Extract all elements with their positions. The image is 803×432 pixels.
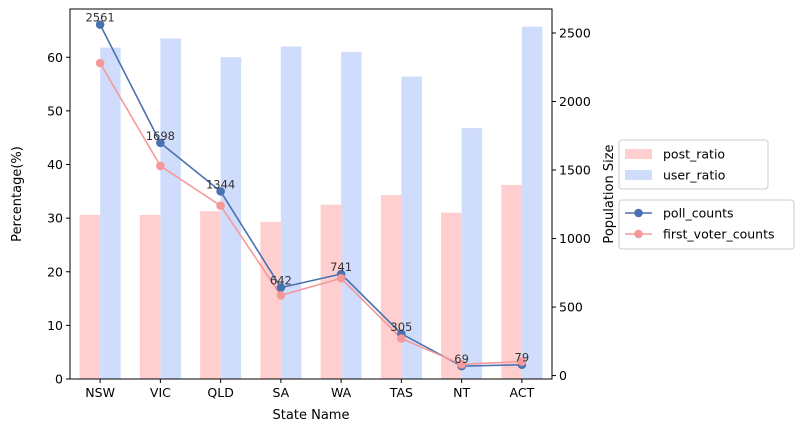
legend-frame	[618, 199, 795, 250]
y-left-tick-label-20: 20	[47, 264, 63, 279]
bars-layer	[79, 26, 543, 380]
y-axis-right: 0 500 1000 1500 2000 2500	[552, 25, 591, 383]
x-tick-label-SA: SA	[273, 385, 290, 400]
line-first_voter_counts	[99, 62, 522, 366]
x-tick-label-NT: NT	[453, 385, 470, 400]
point-first_voter_counts-NSW	[95, 58, 105, 68]
y-left-tick-label-40: 40	[47, 157, 63, 172]
point-poll_counts-SA	[276, 283, 286, 292]
bar-post_ratio-NSW	[79, 214, 101, 379]
bar-user_ratio-WA	[341, 51, 362, 379]
point-first_voter_counts-SA	[276, 291, 286, 300]
data-label-poll_counts-NSW: 2561	[85, 11, 114, 25]
legend-label-first_voter_counts: first_voter_counts	[663, 227, 774, 242]
bar-user_ratio-NT	[461, 128, 483, 379]
y-left-tick-label-50: 50	[47, 103, 63, 118]
legend-bars: post_ratio user_ratio	[618, 139, 769, 190]
y-left-tick-label-0: 0	[55, 372, 63, 387]
point-first_voter_counts-WA	[336, 273, 346, 283]
legend-lines: poll_counts first_voter_counts	[618, 199, 795, 250]
x-tick-label-QLD: QLD	[207, 385, 233, 400]
y-right-tick-label-2000: 2000	[559, 94, 591, 109]
y-right-tick-label-1500: 1500	[559, 163, 591, 178]
legend-marker-first_voter_counts	[634, 229, 643, 239]
y-right-tick-label-1000: 1000	[559, 231, 591, 246]
point-first_voter_counts-NT	[457, 360, 466, 369]
legend-frame	[618, 139, 769, 190]
data-label-poll_counts-NT: 69	[454, 352, 469, 366]
x-tick-label-NSW: NSW	[85, 385, 115, 400]
legend-label-post_ratio: post_ratio	[663, 147, 725, 162]
y-axis-label-right: Population Size	[602, 144, 617, 243]
data-label-poll_counts-ACT: 79	[515, 351, 530, 365]
bar-post_ratio-NT	[441, 212, 462, 379]
bar-post_ratio-ACT	[501, 184, 522, 379]
bar-post_ratio-VIC	[139, 214, 161, 379]
x-tick-label-ACT: ACT	[510, 385, 535, 400]
data-label-poll_counts-TAS: 305	[390, 320, 412, 334]
bar-post_ratio-WA	[320, 204, 342, 379]
plot-frame	[69, 8, 553, 380]
bar-post_ratio-SA	[260, 221, 281, 379]
legend-marker-poll_counts	[634, 208, 643, 218]
bar-user_ratio-VIC	[160, 38, 181, 380]
point-first_voter_counts-TAS	[397, 334, 406, 343]
y-axis-left: 0 10 20 30 40 50 60	[47, 50, 70, 387]
legend-label-poll_counts: poll_counts	[663, 206, 734, 221]
y-left-tick-label-30: 30	[47, 211, 63, 226]
x-tick-label-WA: WA	[331, 385, 352, 400]
y-left-tick-label-10: 10	[47, 318, 63, 333]
legend-swatch-user_ratio	[625, 170, 652, 180]
data-label-poll_counts-VIC: 1698	[146, 129, 175, 143]
bar-user_ratio-TAS	[401, 76, 422, 379]
point-poll_counts-QLD	[216, 187, 225, 196]
x-axis-label: State Name	[273, 408, 350, 423]
x-axis: NSW VIC QLD SA WA TAS NT ACT	[85, 379, 535, 400]
lines-layer: 2561 1698 1344 642 741 305 69 79	[85, 11, 529, 371]
point-poll_counts-VIC	[156, 138, 165, 148]
legend-swatch-post_ratio	[625, 149, 652, 159]
y-left-tick-label-60: 60	[47, 50, 63, 65]
y-axis-label-left: Percentage(%)	[10, 146, 25, 242]
legend-label-user_ratio: user_ratio	[663, 168, 725, 183]
y-right-tick-label-0: 0	[559, 368, 567, 383]
bar-post_ratio-QLD	[200, 211, 221, 379]
bar-user_ratio-ACT	[521, 26, 543, 380]
point-first_voter_counts-ACT	[517, 357, 527, 366]
point-first_voter_counts-VIC	[156, 161, 165, 171]
point-first_voter_counts-QLD	[216, 201, 225, 210]
x-tick-label-TAS: TAS	[389, 385, 413, 400]
y-right-tick-label-500: 500	[559, 300, 583, 315]
data-label-poll_counts-QLD: 1344	[206, 177, 235, 191]
point-poll_counts-NSW	[95, 20, 105, 29]
bar-user_ratio-SA	[280, 46, 302, 380]
data-label-poll_counts-WA: 741	[330, 260, 352, 274]
y-right-tick-label-2500: 2500	[559, 25, 591, 40]
data-label-poll_counts-SA: 642	[270, 274, 292, 288]
bar-user_ratio-NSW	[100, 47, 121, 379]
x-tick-label-VIC: VIC	[150, 385, 171, 400]
bar-user_ratio-QLD	[220, 57, 242, 380]
bar-post_ratio-TAS	[380, 195, 402, 379]
